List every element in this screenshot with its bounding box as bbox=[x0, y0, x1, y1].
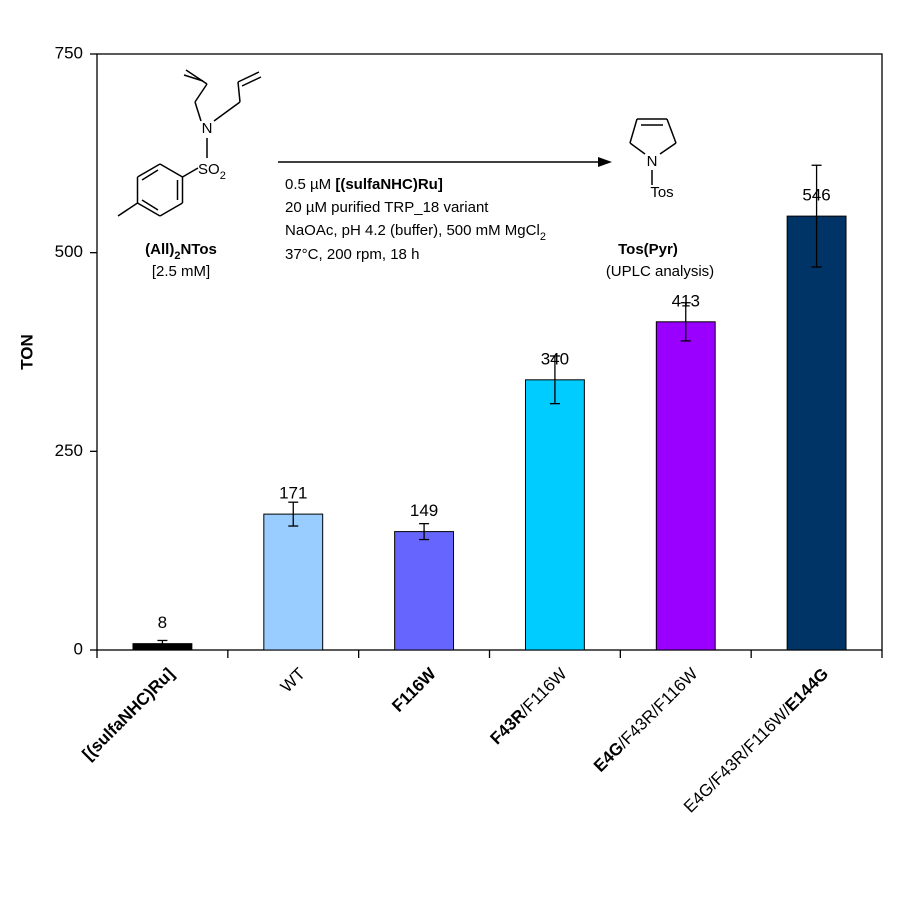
bar bbox=[524, 379, 585, 651]
error-bar bbox=[549, 355, 560, 405]
scheme-label: 37°C, 200 rpm, 18 h bbox=[285, 246, 419, 263]
y-tick-label: 500 bbox=[55, 242, 83, 261]
scheme-label-part: (All) bbox=[145, 241, 174, 258]
y-tick-label: 750 bbox=[55, 43, 83, 62]
scheme-label-part: Tos bbox=[650, 184, 673, 201]
scheme-label-part: 37°C, 200 rpm, 18 h bbox=[285, 246, 419, 263]
scheme-label-part: 2 bbox=[174, 250, 180, 262]
bar bbox=[786, 215, 847, 651]
error-bar bbox=[157, 639, 168, 648]
y-tick-label: 0 bbox=[74, 639, 83, 658]
error-bar bbox=[288, 501, 299, 527]
scheme-label: (UPLC analysis) bbox=[606, 263, 714, 280]
scheme-label: SO2 bbox=[198, 161, 226, 182]
scheme-label: [2.5 mM] bbox=[152, 263, 210, 280]
value-label: 340 bbox=[541, 349, 569, 368]
scheme-label: N bbox=[202, 120, 213, 137]
x-tick-label-part: F116W bbox=[389, 664, 441, 716]
scheme-label-part: N bbox=[202, 120, 213, 137]
value-label: 171 bbox=[279, 484, 307, 503]
plot-frame bbox=[96, 53, 883, 651]
x-tick-label-part: E4G/F43R/F116W/ bbox=[680, 702, 795, 817]
scheme-label: 20 µM purified TRP_18 variant bbox=[285, 199, 489, 216]
scheme-label: NaOAc, pH 4.2 (buffer), 500 mM MgCl2 bbox=[285, 222, 546, 243]
scheme-label-part: 2 bbox=[220, 170, 226, 182]
scheme-label-part: N bbox=[647, 153, 658, 170]
scheme-label-part: 2 bbox=[540, 231, 546, 243]
bar bbox=[655, 321, 716, 651]
x-tick-label: E4G/F43R/F116W/E144G bbox=[680, 665, 832, 817]
scheme-label-part: NTos bbox=[180, 241, 216, 258]
x-tick-label: F43R/F116W bbox=[487, 665, 571, 749]
x-tick-label: [(sulfaNHC)Ru] bbox=[79, 665, 179, 765]
scheme-label-part: 20 µM purified TRP_18 variant bbox=[285, 199, 489, 216]
scheme-label-part: (UPLC analysis) bbox=[606, 263, 714, 280]
scheme-label-part: [2.5 mM] bbox=[152, 263, 210, 280]
value-label: 546 bbox=[802, 186, 830, 205]
x-tick-label-part: WT bbox=[277, 665, 309, 697]
x-tick-label-part: E144G bbox=[782, 665, 833, 716]
x-tick-label-part: /F43R/F116W bbox=[614, 665, 701, 752]
scheme-label-part: SO bbox=[198, 161, 220, 178]
y-axis-label: TON bbox=[17, 334, 36, 370]
scheme-label: (All)2NTos bbox=[145, 241, 217, 262]
error-bar bbox=[811, 164, 822, 268]
scheme-label: Tos bbox=[650, 184, 673, 201]
scheme-label-part: 0.5 µM bbox=[285, 176, 335, 193]
value-label: 413 bbox=[672, 291, 700, 310]
value-label: 8 bbox=[158, 613, 167, 632]
scheme-label-part: NaOAc, pH 4.2 (buffer), 500 mM MgCl bbox=[285, 222, 540, 239]
x-tick-label-part: [(sulfaNHC)Ru] bbox=[79, 665, 179, 765]
scheme-drawing bbox=[117, 69, 677, 217]
scheme-label: N bbox=[647, 153, 658, 170]
scheme-label-part: Tos(Pyr) bbox=[618, 241, 678, 258]
scheme-label-part: [(sulfaNHC)Ru] bbox=[335, 176, 442, 193]
x-tick-label: F116W bbox=[389, 664, 441, 716]
scheme-label: 0.5 µM [(sulfaNHC)Ru] bbox=[285, 176, 443, 193]
error-bar bbox=[419, 522, 430, 541]
y-tick-label: 250 bbox=[55, 441, 83, 460]
bar bbox=[394, 531, 455, 651]
value-label: 149 bbox=[410, 501, 438, 520]
bar bbox=[263, 513, 324, 651]
scheme-label: Tos(Pyr) bbox=[618, 241, 678, 258]
x-tick-label-part: /F116W bbox=[516, 665, 571, 720]
x-tick-label: WT bbox=[277, 665, 309, 697]
x-tick-label: E4G/F43R/F116W bbox=[590, 665, 701, 776]
error-bar bbox=[680, 302, 691, 342]
